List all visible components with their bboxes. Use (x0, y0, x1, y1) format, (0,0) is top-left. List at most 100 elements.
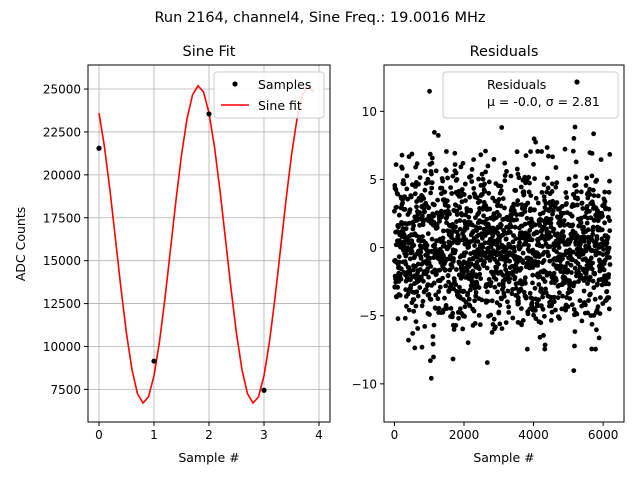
residual-point (523, 280, 528, 286)
residual-point (585, 227, 591, 233)
residual-point (454, 267, 459, 272)
residual-point (427, 151, 433, 157)
residual-point (497, 302, 503, 308)
residual-point (413, 303, 419, 309)
residuals-xtick-label: 4000 (518, 428, 549, 442)
residual-point (434, 225, 440, 231)
residual-point (402, 315, 408, 321)
residual-point (606, 295, 612, 300)
residual-point (436, 289, 442, 295)
residual-point (560, 229, 566, 234)
sample-point (96, 145, 102, 151)
residual-point (487, 206, 493, 212)
residual-point (606, 189, 612, 195)
residual-point (573, 182, 579, 188)
residual-point (521, 191, 527, 197)
residuals-xtick-label: 6000 (588, 428, 619, 442)
residual-point (409, 151, 415, 157)
residual-point (468, 287, 473, 293)
residual-point (426, 292, 432, 297)
residual-point (489, 298, 495, 304)
residual-point (513, 236, 519, 242)
residual-point (578, 241, 583, 247)
residual-point (492, 284, 498, 290)
residual-point (461, 270, 466, 276)
residual-point (460, 326, 466, 332)
residual-point (546, 230, 552, 236)
residual-point (524, 346, 530, 352)
residual-point (606, 272, 612, 277)
residual-point (590, 278, 596, 284)
residual-point (550, 208, 556, 214)
residual-point (510, 239, 516, 245)
residual-point (477, 271, 483, 277)
residual-point (479, 297, 485, 303)
residual-point (567, 280, 573, 286)
residual-point (512, 224, 518, 230)
residuals-xtick-label: 2000 (449, 428, 480, 442)
residual-point (481, 213, 486, 219)
residual-point (604, 289, 610, 294)
residual-point (471, 186, 477, 191)
residual-point (450, 310, 456, 316)
residual-point (531, 161, 536, 167)
residual-point (415, 326, 421, 331)
residual-point (461, 288, 467, 294)
residual-point (528, 149, 533, 155)
residual-point (466, 244, 471, 250)
residual-point (432, 130, 437, 135)
residual-point (506, 304, 511, 310)
residual-point (587, 192, 593, 197)
residual-point (550, 154, 555, 160)
residual-point (515, 202, 520, 208)
residual-point (457, 284, 462, 290)
residual-point (536, 282, 542, 287)
residual-point (411, 297, 417, 302)
residual-point (605, 234, 611, 240)
residual-point (596, 335, 602, 341)
residual-point (484, 216, 490, 222)
residual-point (498, 222, 504, 228)
residual-point (527, 228, 533, 233)
residual-point (423, 287, 429, 293)
residual-point (466, 214, 472, 220)
residual-point (488, 312, 494, 318)
residual-point (458, 164, 464, 170)
residual-point (595, 193, 601, 199)
residual-point (537, 223, 543, 228)
residual-point (583, 302, 588, 308)
residual-point (500, 272, 506, 278)
residual-point (419, 344, 425, 350)
residual-point (569, 270, 574, 275)
residual-point (491, 156, 497, 162)
residual-point (602, 189, 608, 195)
residual-point (392, 208, 397, 214)
residual-point (545, 185, 551, 191)
residual-point (601, 267, 607, 273)
residual-point (502, 173, 508, 178)
residual-point (454, 212, 460, 218)
residual-point (585, 195, 591, 201)
residual-point (565, 267, 571, 273)
residual-point (445, 204, 451, 209)
residual-point (563, 190, 569, 195)
residual-point (449, 314, 455, 320)
residual-point (452, 150, 458, 156)
residuals-xtick-label: 0 (391, 428, 399, 442)
sine-fit-xtick-label: 2 (205, 428, 213, 442)
residual-point (593, 346, 598, 352)
residual-point (456, 237, 462, 243)
residual-point (443, 267, 448, 273)
residual-point (543, 286, 548, 292)
residual-point (397, 293, 403, 298)
residual-point (537, 274, 543, 279)
residual-point (403, 226, 409, 232)
residual-point (570, 148, 576, 154)
residual-point (408, 283, 414, 289)
residual-point (440, 275, 445, 281)
residual-point (523, 153, 529, 159)
residual-point (553, 184, 559, 190)
residual-point (533, 307, 538, 313)
residual-point (478, 276, 484, 281)
figure-suptitle: Run 2164, channel4, Sine Freq.: 19.0016 … (154, 10, 485, 26)
